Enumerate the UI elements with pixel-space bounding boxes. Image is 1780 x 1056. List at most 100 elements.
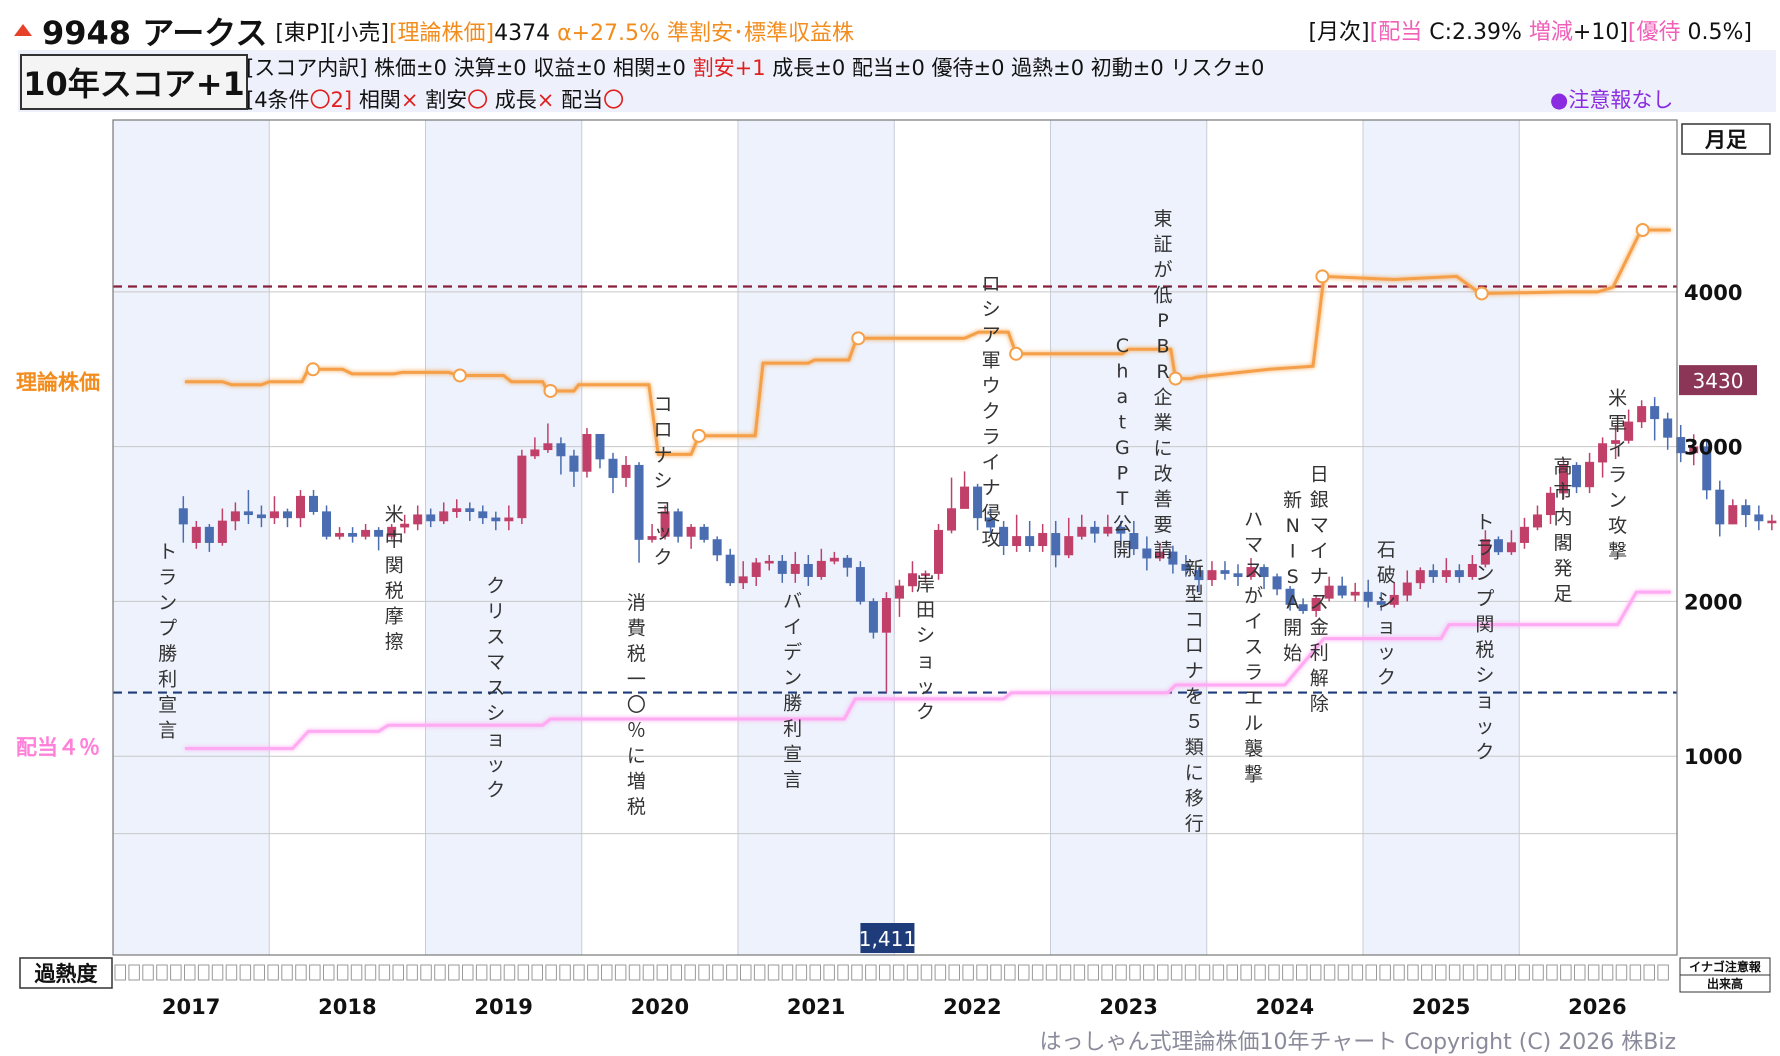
- candle: [1754, 505, 1764, 531]
- theory-value: 4374: [494, 21, 551, 46]
- overheat-cell: [350, 964, 363, 981]
- overheat-cell: [1087, 964, 1099, 981]
- candlesticks: [178, 397, 1777, 693]
- cond-item-3: 配当〇: [561, 88, 625, 112]
- overheat-cell: [1143, 964, 1155, 981]
- candle-body: [1207, 570, 1217, 581]
- four-conditions: [4条件〇2] 相関× 割安〇 成長× 配当〇: [246, 84, 624, 114]
- candle-body: [282, 511, 292, 519]
- candle: [1168, 545, 1178, 574]
- candle-body: [894, 585, 904, 599]
- candle-body: [842, 557, 852, 568]
- candle-body: [1064, 536, 1074, 556]
- overheat-cell: [851, 964, 863, 981]
- overheat-cell: [698, 964, 710, 981]
- candle-body: [1077, 526, 1087, 537]
- candle-body: [1728, 505, 1738, 525]
- overheat-cell: [726, 964, 738, 981]
- candle: [1233, 564, 1243, 586]
- candle: [1611, 425, 1621, 460]
- overheat-cell: [1309, 964, 1322, 981]
- x-year-label: 2025: [1412, 995, 1470, 1019]
- event-label: 岸田ショック: [916, 573, 935, 723]
- candle: [1090, 520, 1100, 543]
- candle-body: [582, 433, 592, 472]
- overheat-cell: [156, 964, 168, 981]
- event-label: 日銀マイナス金利解除: [1310, 463, 1329, 715]
- score-detail-band: [18, 50, 1776, 112]
- yutai-label: [優待: [1627, 20, 1681, 45]
- candle-body: [1754, 514, 1764, 522]
- candle-body: [1233, 573, 1243, 577]
- candle: [764, 555, 774, 571]
- candle: [269, 496, 279, 525]
- candle-body: [764, 560, 774, 564]
- year-band: [738, 120, 895, 955]
- candle: [1493, 536, 1503, 555]
- overheat-cell: [1462, 964, 1475, 981]
- candle-body: [855, 567, 865, 602]
- candle: [478, 505, 488, 525]
- overheat-cell: [1268, 964, 1280, 981]
- theory-marker: [306, 362, 320, 377]
- candle: [191, 520, 201, 549]
- candle: [647, 524, 657, 543]
- overheat-cell: [1157, 964, 1169, 981]
- candle-body: [452, 508, 462, 512]
- overheat-cell: [573, 964, 585, 981]
- overheat-cell: [1490, 964, 1503, 981]
- x-year-label: 2020: [631, 995, 689, 1019]
- candle: [725, 548, 735, 586]
- candle: [934, 524, 944, 580]
- x-year-label: 2021: [787, 995, 845, 1019]
- candle-body: [465, 508, 475, 512]
- candle-body: [1519, 526, 1529, 543]
- cond-item-2: 成長×: [494, 88, 555, 112]
- overheat-cell: [253, 964, 265, 981]
- candle-body: [960, 486, 970, 509]
- candle-body: [881, 598, 891, 633]
- candle: [1207, 561, 1217, 586]
- event-label: 新 N I S A 開始: [1283, 490, 1302, 665]
- warning-status: ●注意報なし: [1550, 88, 1674, 112]
- overheat-cell: [462, 964, 474, 981]
- candle-body: [243, 511, 253, 516]
- overheat-cell: [670, 964, 682, 981]
- candle: [1077, 514, 1087, 540]
- candle-body: [426, 514, 436, 522]
- theory-marker: [691, 428, 706, 443]
- overheat-cell: [1212, 964, 1225, 981]
- overheat-cell: [295, 964, 307, 981]
- candle-body: [530, 449, 540, 457]
- overheat-cell: [475, 964, 488, 981]
- candle-body: [1025, 536, 1035, 547]
- overheat-cell: [545, 964, 557, 981]
- candle-body: [1741, 505, 1751, 516]
- candle: [1129, 520, 1139, 555]
- candle: [881, 592, 891, 693]
- overheat-cell: [1337, 964, 1350, 981]
- overheat-cell: [1059, 964, 1072, 981]
- overheat-cell: [920, 964, 933, 981]
- candle: [686, 524, 696, 549]
- candle: [204, 524, 214, 552]
- overheat-cell: [1560, 964, 1572, 981]
- candle-body: [1650, 406, 1660, 420]
- candle-body: [1663, 418, 1673, 438]
- candle-body: [686, 526, 696, 537]
- candle: [491, 511, 501, 531]
- candle-body: [439, 511, 449, 522]
- candle: [621, 455, 631, 487]
- candle: [1311, 595, 1321, 617]
- candle-body: [478, 511, 488, 519]
- candle: [504, 505, 514, 531]
- candle-body: [1376, 601, 1386, 605]
- theory-marker: [1009, 346, 1024, 361]
- candle-body: [1467, 563, 1477, 577]
- right-legend-box: [1679, 974, 1771, 993]
- overheat-cell: [684, 964, 696, 981]
- candle-body: [1090, 526, 1100, 534]
- candle-body: [1532, 514, 1542, 528]
- candle-body: [491, 517, 501, 522]
